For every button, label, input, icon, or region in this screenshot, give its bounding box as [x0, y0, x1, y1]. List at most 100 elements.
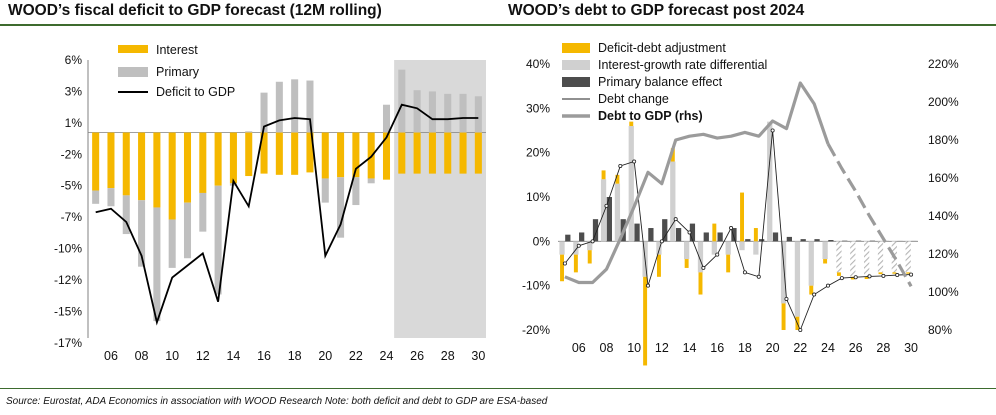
debt-change-marker — [770, 128, 775, 133]
y2-tick-label: 180% — [928, 133, 959, 147]
y2-tick-label: 220% — [928, 57, 959, 71]
source-note: Source: Eurostat, ADA Economics in assoc… — [6, 396, 548, 407]
deficit-debt-adjustment-bar — [698, 272, 703, 295]
primary-bar — [92, 190, 100, 204]
interest-growth-bar — [905, 241, 911, 273]
deficit-debt-adjustment-bar — [753, 228, 758, 242]
x-tick-label: 08 — [600, 341, 614, 355]
interest-bar — [92, 132, 100, 191]
interest-growth-bar — [656, 241, 662, 255]
primary-bar — [398, 69, 406, 133]
interest-bar — [321, 132, 329, 179]
interest-bar — [260, 132, 268, 174]
x-tick-label: 12 — [655, 341, 669, 355]
interest-growth-bar — [822, 241, 828, 260]
interest-bar — [214, 132, 222, 186]
deficit-debt-adjustment-bar — [615, 174, 620, 184]
primary-bar — [428, 91, 436, 133]
interest-bar — [352, 132, 360, 178]
y-tick-label: -2% — [61, 147, 83, 161]
y-tick-label: -5% — [61, 179, 83, 193]
interest-bar — [382, 132, 391, 180]
y-tick-label: 30% — [526, 101, 550, 115]
x-tick-label: 24 — [821, 341, 835, 355]
debt-change-marker — [673, 217, 678, 222]
deficit-debt-adjustment-bar — [809, 285, 814, 295]
left-chart-title: WOOD’s fiscal deficit to GDP forecast (1… — [8, 2, 382, 19]
interest-growth-bar — [767, 121, 773, 242]
interest-growth-bar — [587, 241, 593, 251]
primary-balance-bar — [689, 223, 696, 242]
interest-bar — [107, 132, 115, 189]
primary-bar — [122, 195, 130, 235]
y-tick-label: -12% — [54, 273, 82, 287]
y2-tick-label: 100% — [928, 285, 959, 299]
x-tick-label: 14 — [683, 341, 697, 355]
deficit-debt-adjustment-bar — [560, 254, 565, 282]
deficit-debt-adjustment-bar — [795, 316, 800, 330]
debt-change-marker — [881, 273, 886, 278]
primary-balance-bar — [800, 239, 806, 242]
primary-bar — [245, 131, 253, 133]
debt-change-marker — [895, 273, 900, 278]
primary-bar — [459, 93, 467, 133]
primary-balance-bar — [703, 232, 709, 242]
interest-growth-bar — [836, 241, 842, 273]
interest-growth-bar — [600, 179, 607, 242]
x-tick-label: 20 — [318, 349, 332, 363]
legend-swatch-primary-balance — [562, 77, 590, 87]
interest-bar — [428, 132, 436, 174]
legend-label-interest: Interest — [156, 43, 198, 57]
primary-balance-bar — [828, 240, 834, 242]
deficit-debt-adjustment-bar — [726, 254, 731, 273]
primary-bar — [337, 177, 345, 238]
x-tick-label: 14 — [226, 349, 240, 363]
interest-growth-bar — [753, 241, 759, 255]
deficit-debt-adjustment-bar — [629, 121, 634, 127]
primary-bar — [260, 92, 268, 133]
y-tick-label: 0% — [533, 234, 551, 248]
debt-change-marker — [729, 226, 734, 231]
primary-bar — [214, 185, 222, 295]
x-tick-label: 26 — [849, 341, 863, 355]
x-tick-label: 06 — [572, 341, 586, 355]
deficit-debt-adjustment-bar — [864, 276, 869, 280]
interest-growth-bar — [697, 241, 704, 273]
primary-balance-bar — [869, 240, 876, 242]
interest-bar — [474, 132, 482, 174]
interest-bar — [229, 132, 237, 184]
deficit-debt-adjustment-bar — [656, 254, 661, 277]
debt-change-marker — [632, 159, 637, 164]
interest-growth-bar — [808, 241, 814, 286]
y2-tick-label: 80% — [928, 323, 952, 337]
debt-change-marker — [839, 276, 844, 281]
primary-balance-bar — [675, 228, 682, 242]
primary-balance-bar — [620, 219, 626, 242]
x-tick-label: 20 — [766, 341, 780, 355]
interest-bar — [444, 132, 452, 174]
x-tick-label: 12 — [196, 349, 210, 363]
y-tick-label: -20% — [522, 323, 550, 337]
deficit-debt-adjustment-bar — [906, 272, 911, 274]
right-chart-title: WOOD’s debt to GDP forecast post 2024 — [508, 2, 805, 19]
interest-bar — [183, 132, 192, 203]
x-tick-label: 06 — [104, 349, 118, 363]
primary-bar — [153, 207, 161, 322]
primary-bar — [183, 202, 192, 259]
debt-change-marker — [784, 296, 789, 301]
y2-tick-label: 140% — [928, 209, 959, 223]
primary-balance-bar — [579, 232, 585, 242]
deficit-debt-adjustment-bar — [740, 192, 745, 242]
primary-bar — [474, 96, 482, 133]
legend-swatch-deficit-debt — [562, 43, 590, 53]
primary-bar — [352, 177, 360, 206]
source-rule — [0, 388, 996, 389]
deficit-debt-adjustment-bar — [781, 303, 786, 330]
primary-balance-bar — [648, 228, 654, 242]
legend-swatch-interest-growth — [562, 60, 590, 70]
y2-tick-label: 120% — [928, 247, 959, 261]
interest-growth-bar — [850, 241, 856, 277]
debt-to-gdp-forecast-line — [826, 143, 913, 288]
interest-growth-bar — [573, 241, 579, 255]
x-tick-label: 16 — [710, 341, 724, 355]
